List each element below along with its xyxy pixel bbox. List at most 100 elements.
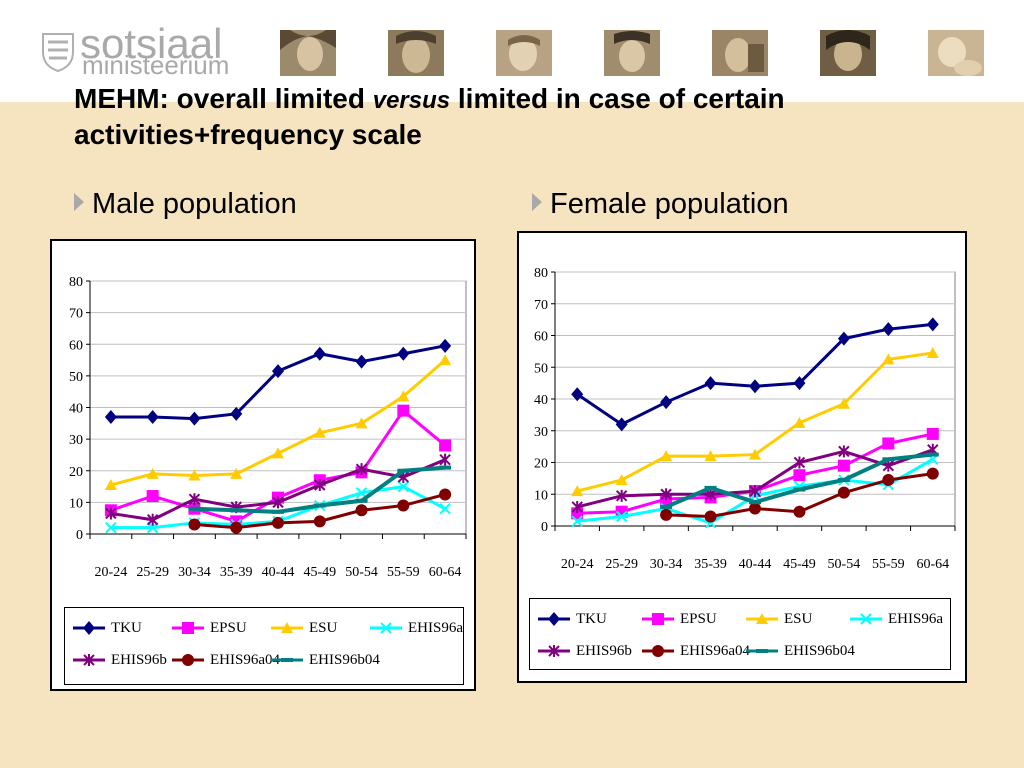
header-photo-6 xyxy=(820,30,876,76)
data-point xyxy=(882,353,895,365)
data-point xyxy=(793,376,806,391)
data-point xyxy=(926,467,939,480)
x-tick-label: 45-49 xyxy=(783,557,816,572)
data-point xyxy=(615,489,628,502)
y-tick-label: 60 xyxy=(69,338,83,353)
data-point xyxy=(439,439,452,452)
subhead-female: Female population xyxy=(532,188,789,221)
chart-male: 0 10 20 30 40 50 60 70 80 20-24 25-29 30-34 35-39 40-… xyxy=(50,239,476,691)
legend-swatch xyxy=(370,622,402,634)
y-tick-label: 20 xyxy=(534,457,548,472)
data-point xyxy=(397,390,410,402)
x-tick-label: 55-59 xyxy=(872,557,905,572)
legend-marker xyxy=(548,612,560,626)
data-point xyxy=(439,453,451,466)
legend-swatch xyxy=(73,621,105,635)
x-tick-label: 30-34 xyxy=(650,557,683,572)
legend-swatch xyxy=(642,645,674,657)
legend-marker xyxy=(380,622,392,634)
x-tick-label: 25-29 xyxy=(136,565,169,580)
data-point xyxy=(882,457,895,462)
logo-word-ministeerium: ministeerium xyxy=(82,50,230,80)
legend-marker xyxy=(281,622,293,633)
data-point xyxy=(439,338,452,353)
y-tick-label: 50 xyxy=(69,370,83,385)
data-point xyxy=(313,346,326,361)
data-point xyxy=(230,467,243,479)
data-point xyxy=(793,505,806,518)
data-point xyxy=(355,504,368,517)
data-point xyxy=(272,364,284,379)
data-point xyxy=(188,411,201,426)
data-point xyxy=(749,448,761,460)
x-tick-label: 30-34 xyxy=(178,565,211,580)
bullet-triangle-icon xyxy=(74,193,84,211)
data-point xyxy=(660,395,673,410)
data-point xyxy=(882,473,895,486)
data-point xyxy=(926,317,939,332)
legend-swatch xyxy=(271,622,303,633)
data-point xyxy=(188,493,201,506)
y-tick-label: 10 xyxy=(69,496,83,511)
female-chart-plot: 0 10 20 30 40 50 60 70 80 20-24 25-29 30-34 35-39 40-… xyxy=(534,266,956,572)
legend-swatch xyxy=(73,654,105,666)
data-point xyxy=(439,465,452,470)
data-point xyxy=(837,397,850,409)
legend-marker xyxy=(756,613,768,624)
series-esu xyxy=(571,346,939,497)
data-point xyxy=(397,468,410,473)
bullet-triangle-icon xyxy=(532,193,542,211)
chart-female: 0 10 20 30 40 50 60 70 80 20-24 25-29 30-34 35-39 40-… xyxy=(517,231,967,683)
coat-of-arms-icon xyxy=(42,33,74,72)
data-point xyxy=(615,417,628,432)
data-point xyxy=(146,513,159,526)
x-tick-label: 35-39 xyxy=(220,565,253,580)
data-point xyxy=(105,507,117,520)
x-tick-label: 25-29 xyxy=(605,557,638,572)
data-point xyxy=(146,490,159,503)
series-tku xyxy=(104,338,452,426)
data-point xyxy=(838,445,850,458)
data-point xyxy=(749,502,761,515)
data-point xyxy=(837,331,850,346)
series-tku xyxy=(571,317,939,432)
data-point xyxy=(660,504,673,509)
data-point xyxy=(439,354,452,366)
legend-swatch xyxy=(746,649,778,653)
legend-marker xyxy=(83,621,95,635)
data-point xyxy=(397,346,410,361)
data-point xyxy=(837,459,850,472)
data-point xyxy=(313,503,326,508)
y-tick-label: 50 xyxy=(534,361,548,376)
data-point xyxy=(146,409,159,424)
x-tick-label: 50-54 xyxy=(828,557,861,572)
data-point xyxy=(571,387,584,402)
x-tick-label: 55-59 xyxy=(387,565,420,580)
data-point xyxy=(704,376,717,391)
data-point xyxy=(571,485,584,497)
y-tick-label: 40 xyxy=(69,402,83,417)
series-esu xyxy=(104,354,452,490)
data-point xyxy=(397,404,410,417)
data-point xyxy=(660,488,672,501)
logo-word-sotsiaal: sotsiaal xyxy=(80,20,223,67)
data-point xyxy=(104,409,117,424)
data-point xyxy=(571,500,583,513)
x-tick-label: 40-44 xyxy=(739,557,772,572)
data-point xyxy=(615,510,628,523)
slide-title: MEHM: overall limited versus limited in … xyxy=(74,83,785,150)
series-ehis96a04 xyxy=(660,467,939,523)
series-ehis96b04 xyxy=(660,452,939,509)
x-tick-label: 50-54 xyxy=(345,565,378,580)
legend-marker xyxy=(860,613,872,625)
legend-swatch xyxy=(538,612,570,626)
data-point xyxy=(272,447,284,459)
legend-swatch xyxy=(746,613,778,624)
legend-marker xyxy=(548,645,560,657)
data-point xyxy=(837,486,850,499)
header-photo-3 xyxy=(496,30,552,76)
legend-marker xyxy=(83,654,95,666)
ministry-logo: sotsiaal ministeerium xyxy=(40,22,240,78)
legend-marker xyxy=(182,654,194,666)
data-point xyxy=(926,452,939,457)
